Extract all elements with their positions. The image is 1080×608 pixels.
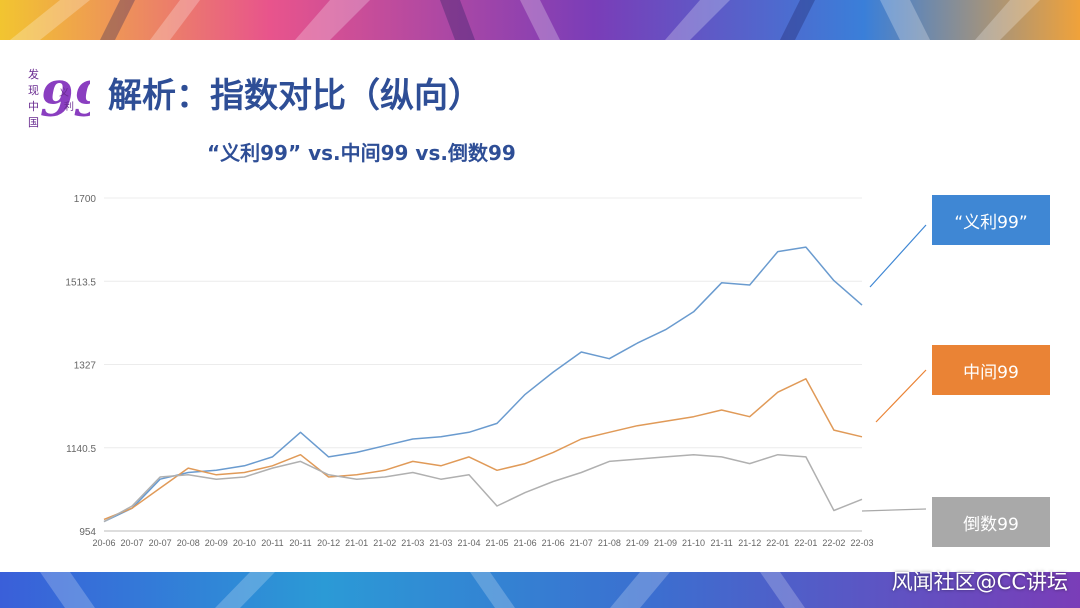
y-tick-label: 1327 [74,361,97,372]
x-tick-label: 21-07 [570,538,593,548]
y-tick-label: 1700 [74,194,97,205]
x-tick-label: 20-06 [92,538,115,548]
x-tick-label: 20-10 [233,538,256,548]
logo-text-left-3: 中 [28,100,39,113]
y-tick-label: 1513.5 [65,277,96,288]
x-tick-label: 22-02 [822,538,845,548]
x-tick-label: 21-03 [429,538,452,548]
x-tick-label: 20-11 [261,538,283,548]
legend-entry-bottom99: 倒数99 [932,497,1050,547]
x-tick-label: 20-08 [177,538,200,548]
chart-title: “义利99” vs.中间99 vs.倒数99 [207,141,516,165]
watermark: 风闻社区@CC讲坛 [891,570,1068,594]
legend-leader-line [861,508,927,512]
series-line [103,453,863,523]
x-tick-label: 21-01 [345,538,368,548]
slide: 发 现 中 国 99 义 利 解析：指数对比（纵向） “义利99” vs.中间9… [0,40,1080,572]
x-tick-label: 22-03 [850,538,873,548]
series-line [103,246,863,523]
legend-label-middle99: 中间99 [963,362,1019,383]
y-tick-label: 954 [79,527,96,538]
x-tick-label: 20-07 [149,538,172,548]
x-tick-label: 21-05 [486,538,509,548]
x-tick-label: 21-12 [738,538,761,548]
top-decorative-banner [0,0,1080,40]
x-tick-label: 21-10 [682,538,705,548]
logo-text-left-4: 国 [28,116,39,129]
legend-leader-line [869,224,927,288]
bottom-decorative-banner [0,572,1080,608]
legend-label-yili99: “义利99” [954,212,1028,233]
legend-leader-line [875,369,927,423]
x-tick-label: 21-04 [457,538,480,548]
x-tick-label: 21-09 [654,538,677,548]
x-tick-label: 20-09 [205,538,228,548]
x-tick-label: 21-08 [598,538,621,548]
x-tick-label: 20-11 [289,538,311,548]
x-tick-label: 21-02 [373,538,396,548]
svg-text:义: 义 [59,87,69,99]
logo-text-left-2: 现 [28,84,39,97]
logo-text-left-1: 发 [28,67,39,81]
x-tick-label: 21-06 [542,538,565,548]
x-tick-label: 20-12 [317,538,340,548]
x-tick-label: 21-03 [401,538,424,548]
legend-entry-middle99: 中间99 [932,345,1050,395]
svg-text:利: 利 [64,101,74,113]
legend-label-bottom99: 倒数99 [963,514,1019,535]
x-tick-label: 21-09 [626,538,649,548]
y-tick-label: 1140.5 [66,444,96,455]
x-tick-label: 20-07 [121,538,144,548]
series-line [103,378,863,521]
page-title: 解析：指数对比（纵向） [108,76,482,116]
x-tick-label: 21-11 [710,538,732,548]
x-tick-label: 22-01 [794,538,817,548]
x-tick-label: 22-01 [766,538,789,548]
legend-entry-yili99: “义利99” [932,195,1050,245]
x-tick-label: 21-06 [514,538,537,548]
